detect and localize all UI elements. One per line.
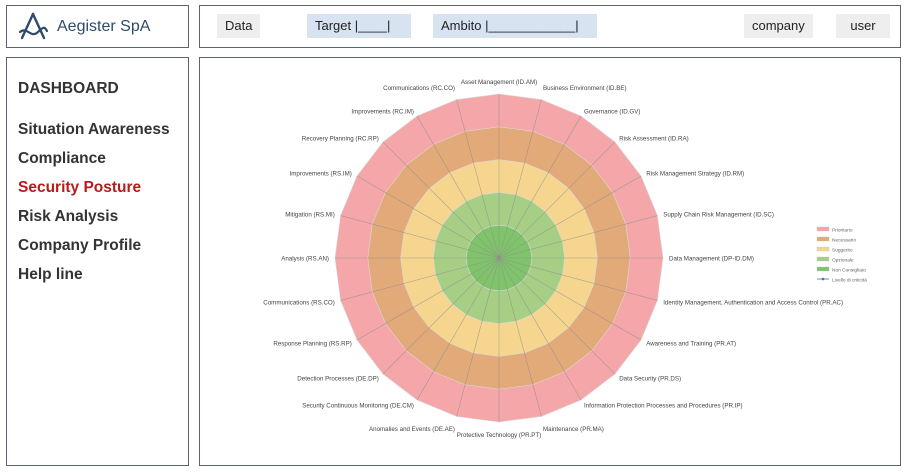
legend-swatch-4 [816,266,830,272]
axis-label-2: Governance (ID.GV) [584,108,640,115]
radar-chart: Asset Management (ID.AM) Business Environ… [263,79,867,439]
axis-label-15: Detection Processes (DE.DP) [297,376,379,383]
user-button[interactable]: user [836,14,890,38]
axis-label-12: Protective Technology (PR.PT) [457,432,541,439]
axis-label-20: Improvements (RS.IM) [290,171,352,178]
target-filter-field[interactable]: Target |____| [307,14,411,38]
sidebar-item-company-profile[interactable]: Company Profile [18,237,142,254]
legend-swatch-3 [816,256,830,262]
axis-label-21: Recovery Planning (RC.RP) [302,135,379,142]
sidebar-item-risk-analysis[interactable]: Risk Analysis [18,208,119,225]
legend-series-marker-0 [821,277,825,281]
axis-label-4: Risk Management Strategy (ID.RM) [646,171,744,178]
radar-spoke-2 [498,115,582,259]
sidebar-item-security-posture[interactable]: Security Posture [18,179,142,196]
legend-label-0: Prioritario [832,228,853,234]
data-filter-button[interactable]: Data [217,14,261,38]
legend-label-4: Non Consigliato [832,268,866,274]
axis-label-18: Analysis (RS.AN) [281,256,329,263]
radar-spoke-10 [498,257,582,401]
ambito-filter-field[interactable]: Ambito |____________| [433,14,597,38]
security-posture-chart-panel: Asset Management (ID.AM) Business Environ… [199,57,901,466]
brand-name: Aegister SpA [57,17,151,35]
logo[interactable]: Aegister SpA [6,5,189,48]
axis-label-13: Anomalies and Events (DE.AE) [369,426,455,433]
radar-spoke-7 [498,257,658,301]
axis-label-3: Risk Assessment (ID.RA) [619,135,688,142]
sidebar: DASHBOARD Situation Awareness Compliance… [6,57,189,466]
sidebar-item-help-line[interactable]: Help line [18,266,83,283]
axis-label-5: Supply Chain Risk Management (ID.SC) [663,212,774,219]
axis-label-10: Information Protection Processes and Pro… [584,403,743,410]
radar-spoke-14 [416,257,500,401]
axis-label-22: Improvements (RC.IM) [351,108,414,115]
axis-label-16: Response Planning (RS.RP) [273,341,351,348]
axis-label-6: Data Management (DP-ID.DM) [669,256,754,263]
axis-label-7: Identity Management, Authentication and … [663,300,843,307]
top-bar: Data Target |____| Ambito |____________|… [199,5,901,48]
radar-spoke-8 [498,257,642,341]
axis-label-17: Communications (RS.CO) [263,300,335,307]
radar-spoke-16 [356,257,500,341]
legend-swatch-2 [816,246,830,252]
radar-spoke-19 [340,215,500,259]
radar-spoke-15 [382,257,500,375]
aegister-logo-icon [18,12,49,39]
radar-spoke-23 [456,99,500,259]
radar-spoke-1 [498,99,542,259]
radar-spoke-3 [498,141,616,259]
axis-label-8: Awareness and Training (PR.AT) [646,341,736,348]
company-button[interactable]: company [744,14,813,38]
legend-label-1: Necessario [832,238,856,244]
radar-spoke-21 [382,141,500,259]
radar-spoke-17 [340,257,500,301]
radar-spoke-4 [498,175,642,259]
axis-label-0: Asset Management (ID.AM) [461,79,537,86]
legend-label-3: Opzionale [832,258,854,264]
axis-label-19: Mitigation (RS.MI) [285,212,335,219]
dashboard-title[interactable]: DASHBOARD [18,80,119,97]
radar-spoke-13 [456,257,500,417]
sidebar-item-compliance[interactable]: Compliance [18,150,106,167]
legend-label-2: Suggerito [832,248,853,254]
radar-spoke-11 [498,257,542,417]
radar-spoke-9 [498,257,616,375]
axis-label-11: Maintenance (PR.MA) [543,426,604,433]
axis-label-14: Security Continuous Monitoring (DE.CM) [302,403,414,410]
legend-swatch-1 [816,236,830,242]
legend-series-label-0: Livello di criticità [832,278,867,284]
legend-swatch-0 [816,226,830,232]
axis-label-9: Data Security (PR.DS) [619,376,681,383]
sidebar-item-situation-awareness[interactable]: Situation Awareness [18,121,170,138]
radar-spoke-22 [416,115,500,259]
axis-label-1: Business Environment (ID.BE) [543,85,627,92]
radar-spoke-20 [356,175,500,259]
radar-spoke-5 [498,215,658,259]
axis-label-23: Communications (RC.CO) [383,85,455,92]
